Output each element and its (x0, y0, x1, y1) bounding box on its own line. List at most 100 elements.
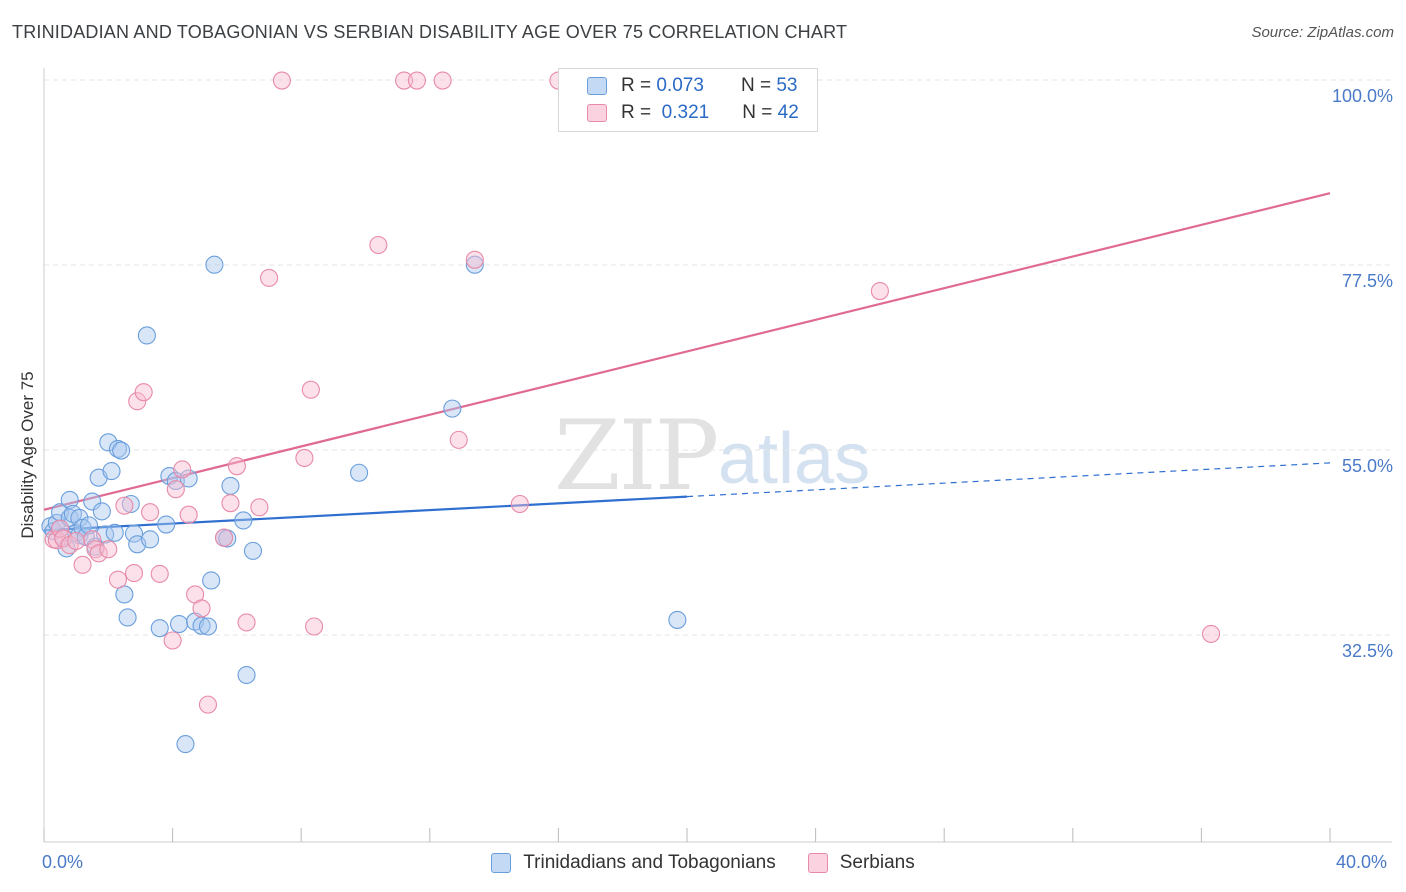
point-serbian (67, 531, 86, 551)
point-trinidadian (112, 441, 131, 460)
legend-n-label: N = (742, 102, 773, 123)
point-serbian (295, 448, 314, 468)
point-serbian (449, 430, 468, 449)
point-trinidadian (60, 490, 79, 509)
point-trinidadian (169, 614, 189, 634)
point-serbian (51, 519, 70, 538)
point-trinidadian (108, 439, 127, 458)
point-trinidadian (83, 492, 102, 511)
point-trinidadian (234, 511, 253, 530)
correlation-legend: R = 0.073 N = 53 R = 0.321 N = 42 (558, 68, 818, 132)
point-serbian (163, 631, 182, 650)
point-serbian (237, 613, 256, 632)
point-trinidadian (198, 617, 218, 636)
point-trinidadian (465, 255, 484, 274)
point-trinidadian (137, 326, 156, 345)
y-tick-label: 32.5% (1341, 641, 1393, 661)
legend-swatch-trinidadian (491, 853, 512, 873)
legend-swatch-serbian (807, 853, 828, 873)
legend-label-trinidadian: Trinidadians and Tobagonians (523, 852, 776, 873)
point-serbian (173, 460, 192, 479)
legend-n-value: 42 (777, 102, 799, 123)
point-trinidadian (179, 469, 198, 488)
legend-item-serbian[interactable]: Serbians (807, 852, 915, 874)
point-serbian (1201, 624, 1221, 643)
series-legend: Trinidadians and Tobagonians Serbians (0, 852, 1406, 874)
point-serbian (115, 496, 134, 515)
point-serbian (305, 617, 324, 636)
y-tick-label: 55.0% (1341, 456, 1393, 476)
point-trinidadian (176, 735, 195, 754)
point-serbian (227, 457, 246, 476)
legend-r-value: 0.321 (661, 102, 710, 123)
legend-n-value: 53 (776, 75, 798, 96)
point-serbian (99, 540, 118, 559)
watermark-atlas: atlas (718, 419, 871, 499)
point-trinidadian (118, 608, 137, 627)
point-serbian (407, 71, 426, 90)
point-serbian (134, 383, 153, 402)
point-serbian (510, 494, 529, 514)
source-label: Source: ZipAtlas.com (1251, 24, 1394, 41)
point-trinidadian (237, 665, 256, 685)
x-tick-label-min: 0.0% (42, 852, 84, 872)
point-serbian (272, 71, 291, 90)
point-serbian (465, 250, 484, 269)
point-trinidadian (70, 508, 89, 528)
point-trinidadian (205, 255, 224, 274)
legend-n-label: N = (740, 75, 772, 96)
point-serbian (124, 564, 144, 583)
trend-lines (43, 192, 1331, 532)
point-serbian (73, 555, 92, 574)
y-tick-label: 100.0% (1331, 86, 1393, 106)
point-trinidadian (668, 610, 687, 629)
point-trinidadian (99, 433, 118, 452)
data-points (41, 71, 1221, 754)
point-trinidadian (150, 619, 169, 638)
legend-item-trinidadian[interactable]: Trinidadians and Tobagonians (491, 852, 776, 874)
point-trinidadian (121, 494, 140, 514)
point-serbian (108, 570, 127, 589)
y-axis-label: Disability Age Over 75 (18, 371, 37, 539)
point-trinidadian (157, 515, 176, 534)
point-serbian (259, 268, 279, 287)
point-trinidadian (92, 502, 111, 521)
point-serbian (214, 528, 234, 547)
point-trinidadian (350, 463, 369, 482)
point-serbian (192, 599, 211, 618)
point-trinidadian (105, 523, 124, 542)
x-tick-label-max: 40.0% (1336, 852, 1388, 872)
chart-title: TRINIDADIAN AND TOBAGONIAN VS SERBIAN DI… (12, 22, 848, 42)
watermark-zip: ZIP (554, 400, 719, 512)
point-trinidadian (141, 530, 160, 549)
legend-swatch-serbian (587, 104, 607, 122)
point-serbian (150, 564, 169, 583)
legend-swatch-trinidadian (587, 77, 607, 95)
point-trinidadian (102, 462, 121, 481)
legend-r-label: R = (621, 102, 652, 123)
point-trinidadian (79, 516, 99, 535)
y-tick-label: 77.5% (1341, 271, 1393, 291)
axes (43, 68, 1392, 843)
point-serbian (179, 505, 198, 524)
point-serbian (369, 235, 388, 255)
point-serbian (141, 503, 160, 522)
legend-row-trinidadian: R = 0.073 N = 53 (559, 73, 797, 99)
trend-line-0 (43, 495, 688, 532)
point-trinidadian (124, 524, 144, 543)
point-serbian (221, 494, 240, 513)
trend-line-1 (43, 192, 1331, 511)
point-trinidadian (443, 399, 462, 418)
point-serbian (166, 480, 185, 499)
point-serbian (870, 281, 889, 301)
point-serbian (89, 544, 108, 563)
point-serbian (301, 380, 320, 399)
point-trinidadian (221, 476, 240, 495)
point-serbian (250, 498, 269, 517)
point-serbian (128, 392, 147, 411)
trend-line-extension-0 (686, 462, 1331, 498)
legend-label-serbian: Serbians (839, 852, 915, 873)
point-trinidadian (202, 571, 221, 590)
legend-r-value: 0.073 (656, 75, 704, 96)
